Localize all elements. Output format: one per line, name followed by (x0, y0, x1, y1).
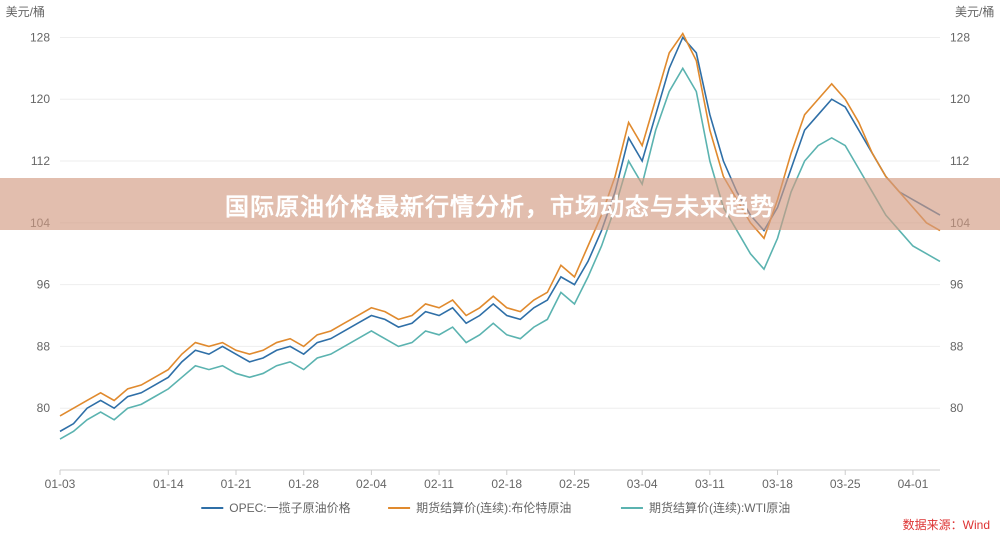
y-tick-right: 88 (950, 339, 964, 353)
x-tick: 03-04 (627, 477, 658, 491)
legend-label-opec: OPEC:一揽子原油价格 (229, 500, 350, 515)
y-tick-right: 120 (950, 92, 970, 106)
y-tick-right: 80 (950, 401, 964, 415)
y-axis-label-left: 美元/桶 (6, 4, 45, 19)
data-source-label: 数据来源：Wind (903, 517, 990, 532)
x-tick: 01-14 (153, 477, 184, 491)
x-tick: 02-04 (356, 477, 387, 491)
x-tick: 03-25 (830, 477, 861, 491)
legend-label-brent: 期货结算价(连续):布伦特原油 (416, 500, 571, 515)
y-tick-left: 96 (37, 278, 51, 292)
y-tick-left: 80 (37, 401, 51, 415)
y-tick-right: 112 (950, 154, 969, 168)
x-tick: 04-01 (898, 477, 929, 491)
x-tick: 02-18 (491, 477, 522, 491)
line-chart: 808088889696104104112112120120128128美元/桶… (0, 0, 1000, 535)
title-overlay-band: 国际原油价格最新行情分析，市场动态与未来趋势 (0, 178, 1000, 230)
x-tick: 01-21 (221, 477, 252, 491)
x-tick: 02-25 (559, 477, 590, 491)
title-overlay-text: 国际原油价格最新行情分析，市场动态与未来趋势 (225, 187, 775, 222)
x-tick: 03-18 (762, 477, 793, 491)
x-tick: 01-28 (288, 477, 319, 491)
y-tick-left: 128 (30, 30, 50, 44)
legend-label-wti: 期货结算价(连续):WTI原油 (649, 500, 790, 515)
chart-container: 808088889696104104112112120120128128美元/桶… (0, 0, 1000, 535)
y-tick-right: 96 (950, 278, 964, 292)
y-axis-label-right: 美元/桶 (955, 4, 994, 19)
x-tick: 03-11 (695, 477, 725, 491)
y-tick-right: 128 (950, 30, 970, 44)
x-tick: 01-03 (45, 477, 76, 491)
y-tick-left: 120 (30, 92, 50, 106)
y-tick-left: 88 (37, 339, 51, 353)
y-tick-left: 112 (31, 154, 50, 168)
x-tick: 02-11 (424, 477, 454, 491)
